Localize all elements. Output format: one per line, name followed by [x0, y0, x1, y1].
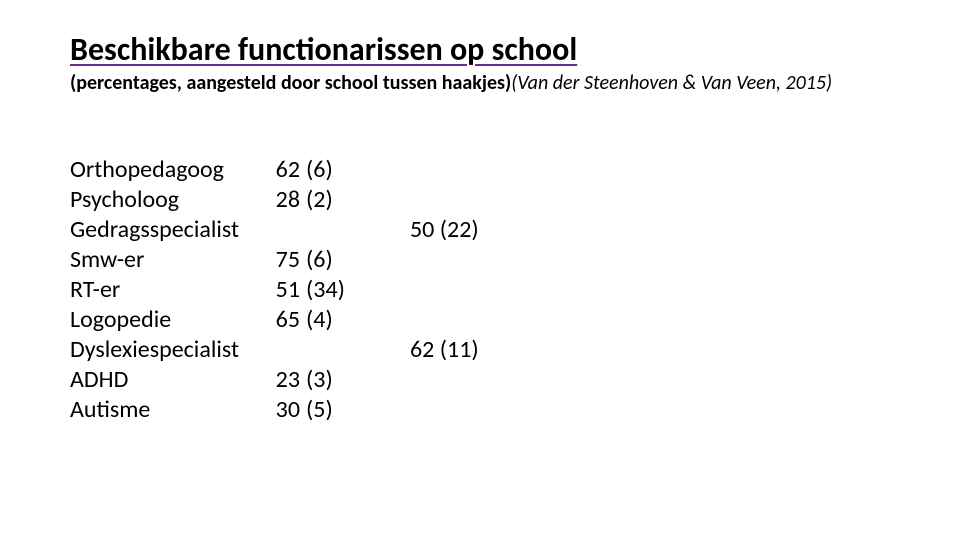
row-label: Orthopedagoog: [70, 155, 260, 185]
table-row: Gedragsspecialist 50 (22): [70, 215, 960, 245]
page-title: Beschikbare functionarissen op school: [70, 30, 960, 69]
row-value: [260, 335, 300, 365]
table-row: Autisme 30 (5): [70, 395, 960, 425]
row-label: Logopedie: [70, 305, 260, 335]
row-label: Gedragsspecialist: [70, 215, 260, 245]
data-table: Orthopedagoog 62 (6) Psycholoog 28 (2) G…: [70, 155, 960, 425]
row-label: Dyslexiespecialist: [70, 335, 260, 365]
row-label: ADHD: [70, 365, 260, 395]
subtitle: (percentages, aangesteld door school tus…: [70, 71, 960, 95]
row-value2: [350, 275, 480, 305]
row-value: 51: [260, 275, 300, 305]
row-value2: [350, 185, 480, 215]
row-value: 65: [260, 305, 300, 335]
row-paren: (34): [300, 275, 350, 305]
row-value: [260, 215, 300, 245]
row-value2: [350, 155, 480, 185]
row-value: 28: [260, 185, 300, 215]
row-label: Autisme: [70, 395, 260, 425]
row-value: 75: [260, 245, 300, 275]
row-label: Smw-er: [70, 245, 260, 275]
row-value: 30: [260, 395, 300, 425]
row-paren: (3): [300, 365, 350, 395]
table-row: Dyslexiespecialist 62 (11): [70, 335, 960, 365]
row-value2: 50 (22): [350, 215, 480, 245]
row-paren: (6): [300, 245, 350, 275]
row-paren: [300, 215, 350, 245]
row-paren: (4): [300, 305, 350, 335]
table-row: Smw-er 75 (6): [70, 245, 960, 275]
row-paren: (6): [300, 155, 350, 185]
table-row: Orthopedagoog 62 (6): [70, 155, 960, 185]
row-paren: [300, 335, 350, 365]
row-value2: [350, 245, 480, 275]
row-label: RT-er: [70, 275, 260, 305]
row-value2: [350, 365, 480, 395]
table-row: ADHD 23 (3): [70, 365, 960, 395]
row-value2: 62 (11): [350, 335, 480, 365]
row-paren: (5): [300, 395, 350, 425]
row-value: 62: [260, 155, 300, 185]
row-value2: [350, 305, 480, 335]
row-value2: [350, 395, 480, 425]
row-label: Psycholoog: [70, 185, 260, 215]
subtitle-italic: (Van der Steenhoven & Van Veen, 2015): [511, 71, 832, 95]
table-row: Logopedie 65 (4): [70, 305, 960, 335]
row-paren: (2): [300, 185, 350, 215]
table-row: RT-er 51 (34): [70, 275, 960, 305]
row-value: 23: [260, 365, 300, 395]
subtitle-bold: (percentages, aangesteld door school tus…: [70, 71, 511, 95]
table-row: Psycholoog 28 (2): [70, 185, 960, 215]
